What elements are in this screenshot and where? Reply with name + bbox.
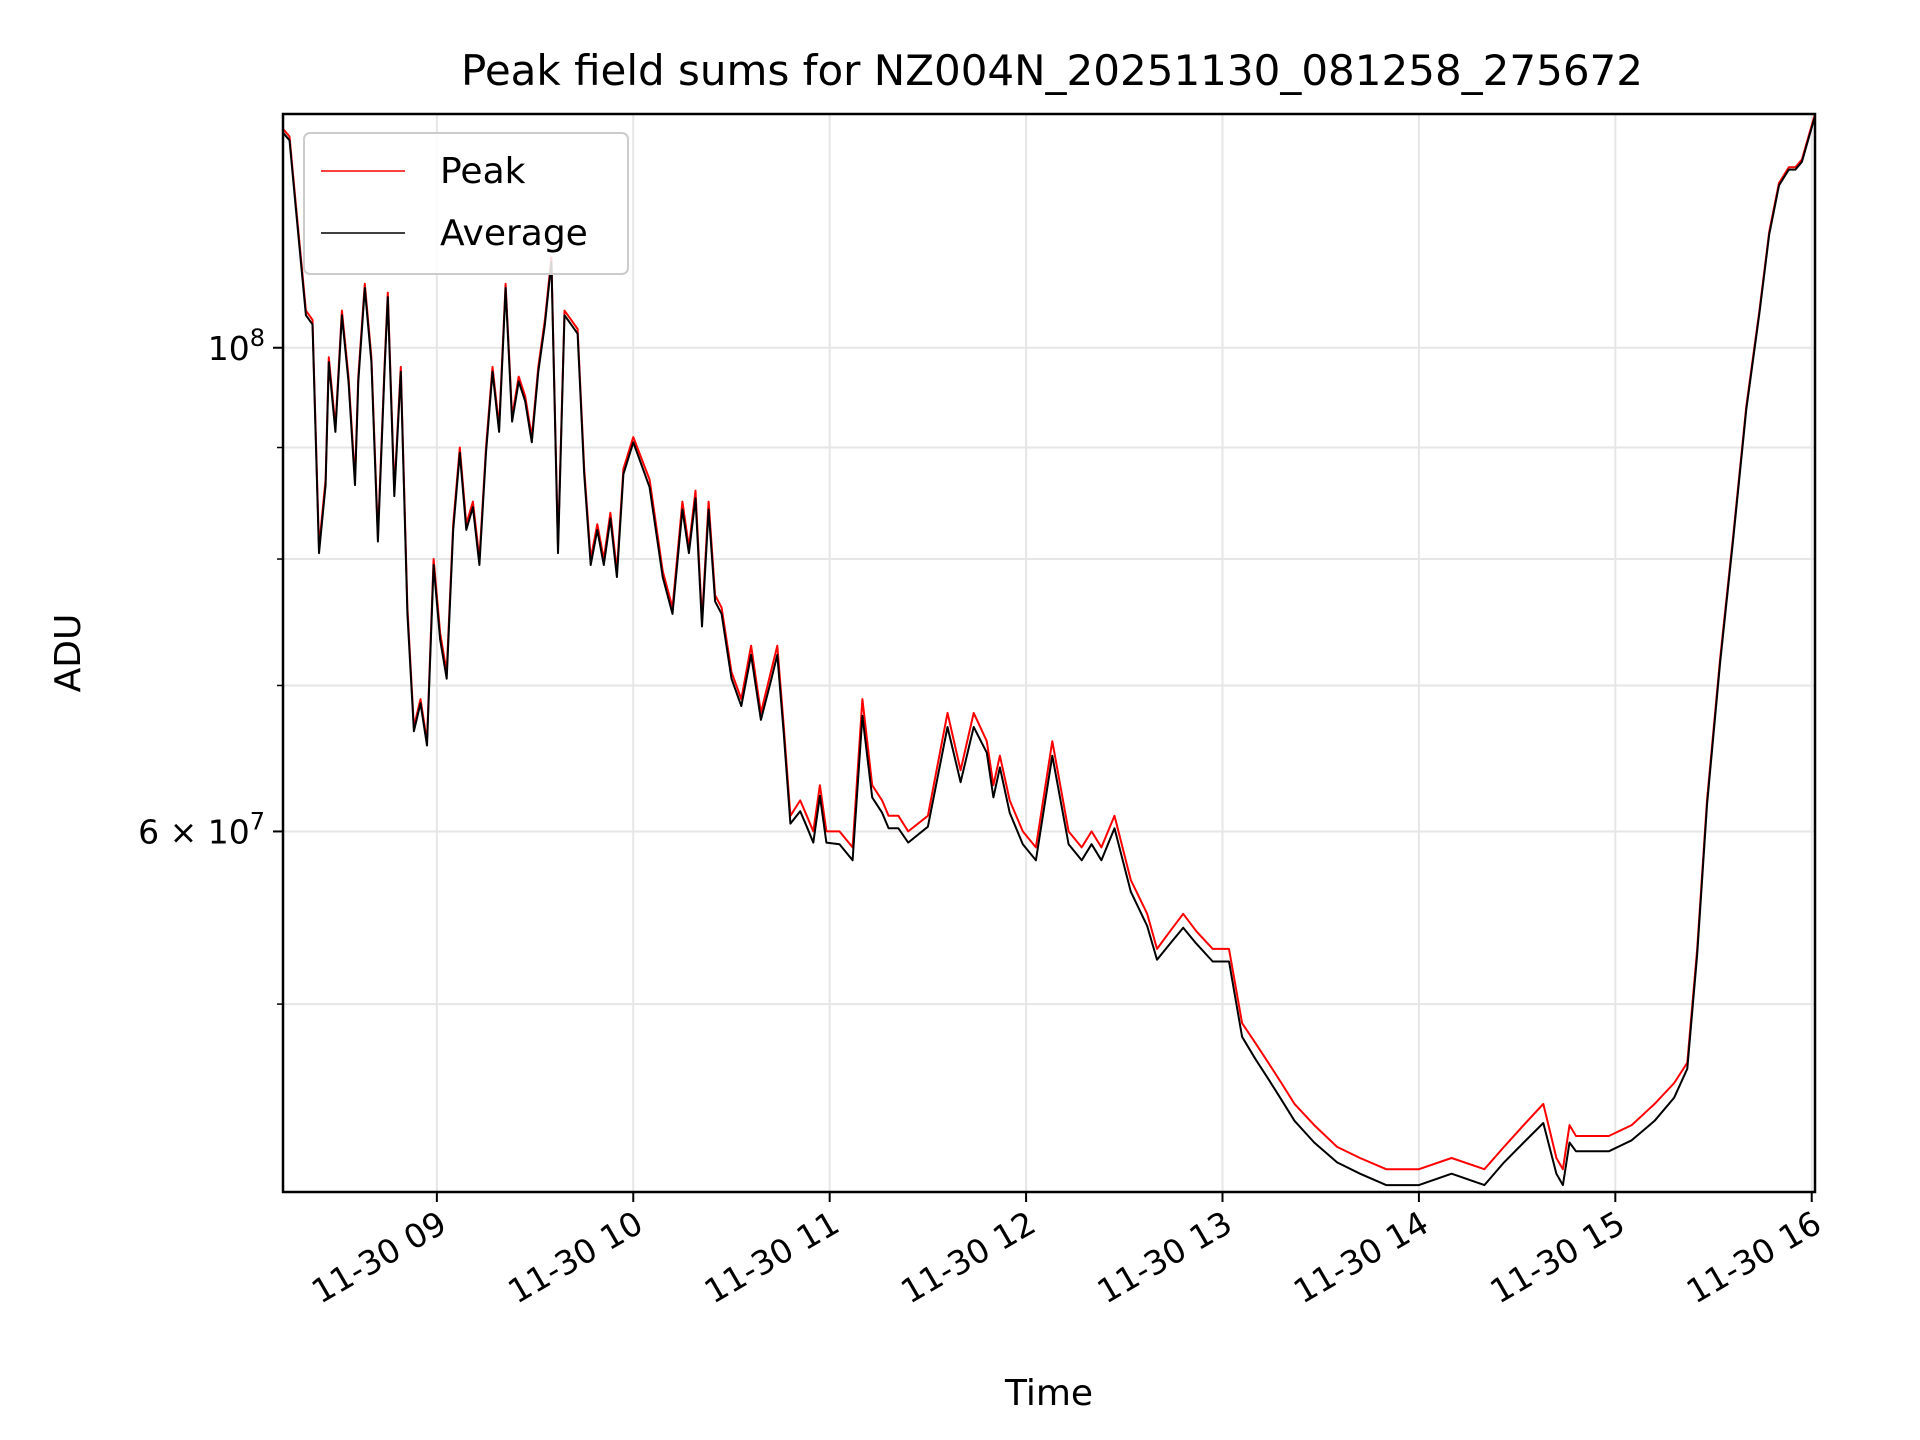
y-tick-label: 6 × 107: [138, 807, 265, 851]
x-axis-label: Time: [1004, 1373, 1093, 1414]
y-axis: 108 6 × 107: [138, 324, 283, 1005]
series-line-average: [282, 115, 1816, 1187]
plot-frame: [281, 112, 1817, 1194]
grid: [283, 114, 1815, 1192]
y-axis-label: ADU: [48, 614, 89, 693]
legend-label-average: Average: [440, 213, 588, 254]
chart-title: Peak field sums for NZ004N_20251130_0812…: [461, 46, 1643, 95]
legend-label-peak: Peak: [440, 151, 526, 192]
y-tick-label: 108: [208, 324, 265, 368]
legend-box: [303, 132, 629, 275]
series-layer: [282, 113, 1816, 1187]
legend: Peak Average: [303, 132, 629, 275]
